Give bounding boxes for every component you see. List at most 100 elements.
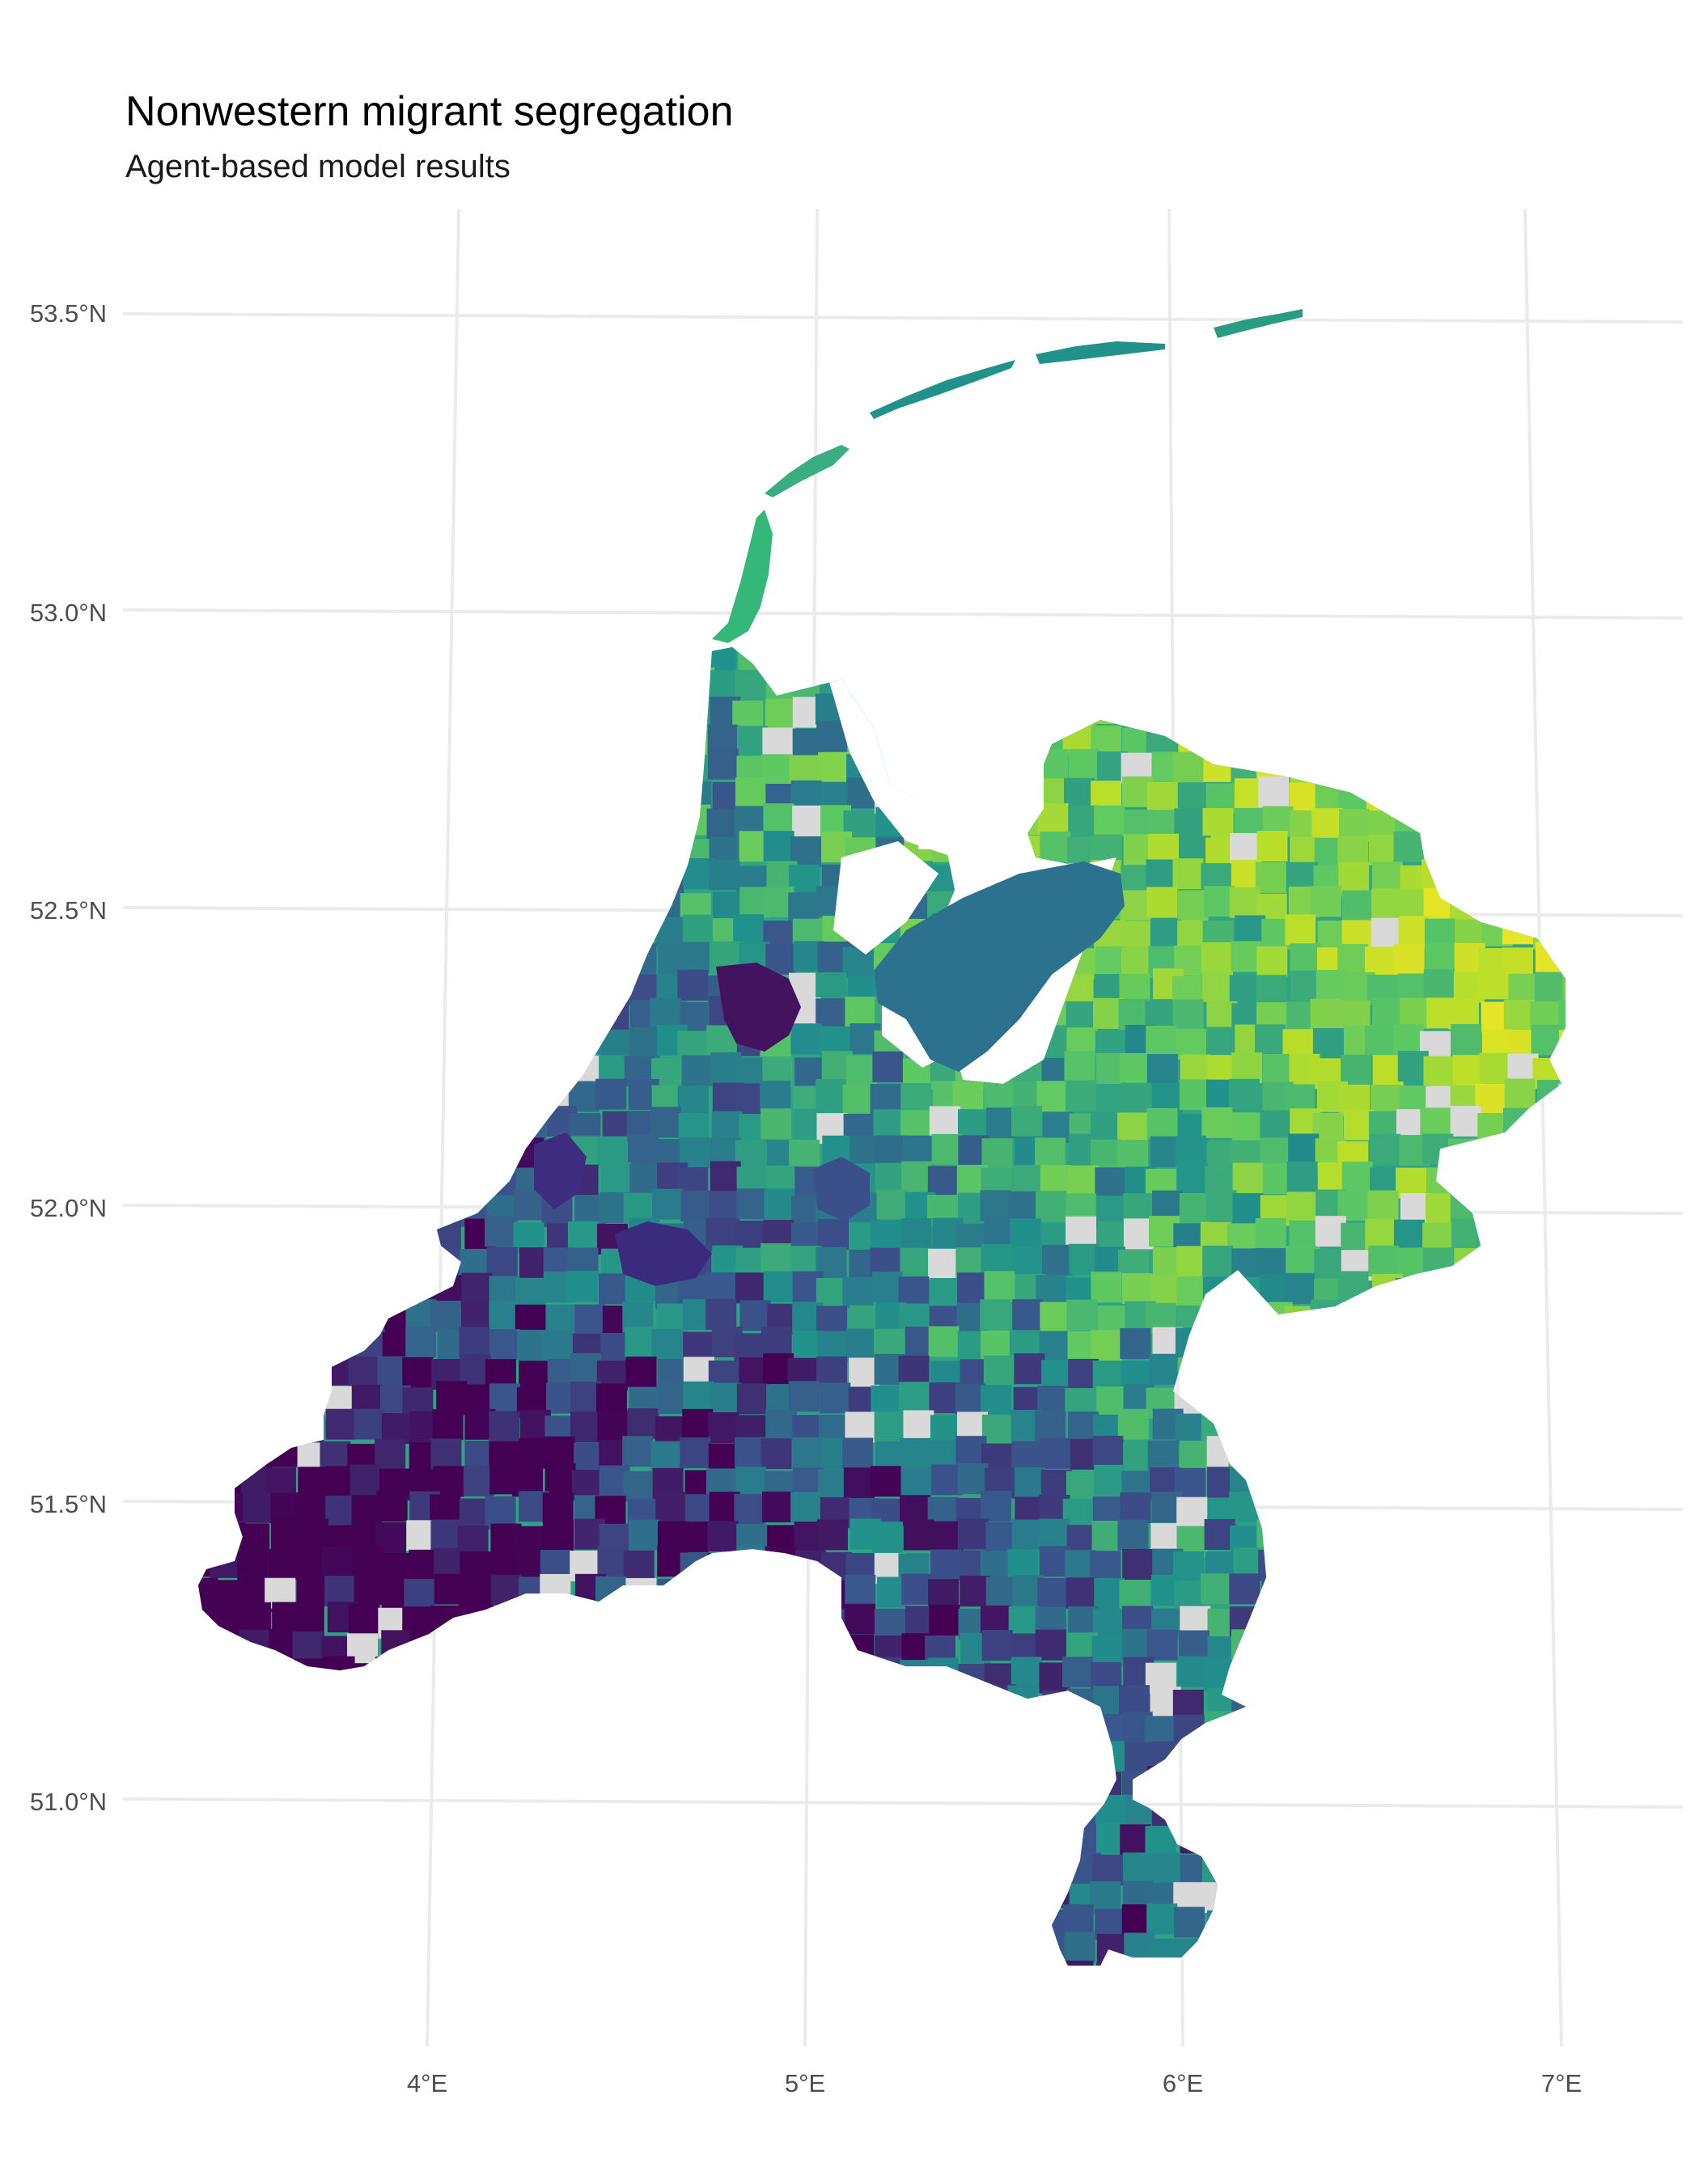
- municipality-tile: [792, 1907, 824, 1938]
- municipality-tile: [822, 1911, 854, 1942]
- municipality-tile: [898, 1880, 930, 1911]
- municipality-tile: [930, 1549, 962, 1581]
- municipality-tile: [198, 1606, 214, 1638]
- municipality-tile: [512, 647, 544, 671]
- municipality-tile: [1367, 1190, 1399, 1221]
- municipality-tile: [900, 1467, 932, 1499]
- municipality-tile: [1121, 1273, 1153, 1305]
- municipality-tile: [1453, 1361, 1485, 1392]
- municipality-tile: [710, 1161, 741, 1192]
- municipality-tile: [1425, 1684, 1456, 1716]
- municipality-tile: [544, 916, 576, 947]
- municipality-tile: [791, 1931, 823, 1962]
- municipality-tile: [625, 1357, 657, 1388]
- municipality-tile: [1042, 1691, 1074, 1722]
- municipality-tile: [1451, 647, 1483, 648]
- municipality-tile: [244, 1003, 276, 1035]
- municipality-tile: [1008, 1851, 1040, 1882]
- municipality-tile: [843, 1634, 875, 1666]
- municipality-tile: [350, 1691, 381, 1722]
- municipality-tile: [574, 696, 606, 728]
- municipality-tile: [1091, 1521, 1123, 1552]
- municipality-tile: [487, 1607, 519, 1639]
- municipality-tile: [1035, 1770, 1066, 1801]
- municipality-tile: [350, 809, 382, 840]
- municipality-tile: [1450, 808, 1481, 840]
- municipality-tile: [904, 694, 935, 726]
- municipality-tile: [1229, 887, 1260, 918]
- municipality-tile: [296, 1329, 328, 1361]
- municipality-tile: [1146, 1766, 1178, 1797]
- municipality-tile: [898, 1355, 930, 1386]
- municipality-tile: [656, 1714, 688, 1746]
- municipality-tile: [198, 1657, 221, 1689]
- municipality-tile: [1372, 1773, 1404, 1805]
- municipality-tile: [1178, 1630, 1210, 1661]
- municipality-tile: [1337, 943, 1369, 975]
- municipality-tile: [238, 647, 269, 670]
- municipality-tile: [265, 1052, 297, 1084]
- municipality-tile: [1455, 1911, 1486, 1942]
- municipality-tile: [1007, 1714, 1039, 1746]
- municipality-tile: [1175, 1136, 1206, 1167]
- municipality-tile: [763, 831, 794, 862]
- municipality-tile: [1120, 1492, 1151, 1524]
- municipality-tile: [1255, 722, 1286, 753]
- municipality-tile: [1400, 1960, 1431, 1966]
- municipality-tile: [294, 722, 325, 753]
- municipality-tile: [240, 1164, 272, 1196]
- municipality-tile: [1093, 1741, 1125, 1772]
- municipality-tile: [1310, 1299, 1341, 1331]
- municipality-tile: [985, 1522, 1017, 1553]
- municipality-tile: [1344, 1878, 1375, 1910]
- municipality-tile: [1092, 1361, 1124, 1392]
- municipality-tile: [787, 1714, 819, 1746]
- municipality-tile: [1011, 1877, 1043, 1909]
- municipality-tile: [651, 1686, 683, 1717]
- municipality-tile: [464, 1000, 495, 1031]
- municipality-tile: [871, 1271, 903, 1302]
- municipality-tile: [679, 1936, 710, 1966]
- municipality-tile: [214, 613, 244, 644]
- municipality-tile: [545, 1828, 577, 1860]
- municipality-tile: [489, 1301, 520, 1332]
- municipality-tile: [409, 1632, 441, 1663]
- municipality-tile: [407, 1028, 439, 1060]
- municipality-tile: [1040, 1302, 1071, 1333]
- municipality-tile: [981, 1243, 1012, 1275]
- municipality-tile: [1423, 1660, 1455, 1691]
- municipality-tile: [1174, 808, 1205, 840]
- municipality-tile: [1205, 1190, 1237, 1221]
- municipality-tile: [405, 1327, 437, 1358]
- municipality-tile: [378, 1162, 409, 1194]
- municipality-tile: [464, 1028, 496, 1060]
- municipality-tile: [299, 751, 330, 783]
- municipality-tile: [541, 1331, 573, 1362]
- municipality-tile: [930, 779, 962, 811]
- municipality-tile: [515, 943, 546, 975]
- municipality-tile: [819, 1741, 850, 1772]
- municipality-tile: [1532, 1661, 1564, 1693]
- municipality-tile: [541, 671, 573, 703]
- municipality-tile: [198, 1965, 214, 1966]
- municipality-tile: [1455, 1767, 1486, 1798]
- municipality-tile: [215, 1057, 247, 1089]
- municipality-tile: [489, 1329, 520, 1361]
- municipality-tile: [1365, 1218, 1396, 1250]
- municipality-tile: [350, 1931, 382, 1962]
- municipality-tile: [1036, 1191, 1067, 1222]
- municipality-tile: [985, 1932, 1017, 1964]
- municipality-tile: [682, 914, 714, 946]
- municipality-tile: [1149, 1938, 1180, 1966]
- municipality-tile: [544, 1932, 576, 1963]
- municipality-tile: [198, 1714, 219, 1746]
- municipality-tile: [960, 1849, 991, 1881]
- municipality-tile: [653, 862, 684, 894]
- municipality-tile: [458, 975, 489, 1006]
- municipality-tile: [1062, 1904, 1094, 1936]
- municipality-tile: [1509, 1526, 1540, 1557]
- municipality-tile: [545, 1714, 577, 1746]
- municipality-tile: [1341, 1162, 1373, 1193]
- municipality-tile: [706, 1936, 738, 1966]
- municipality-tile: [1536, 1878, 1566, 1910]
